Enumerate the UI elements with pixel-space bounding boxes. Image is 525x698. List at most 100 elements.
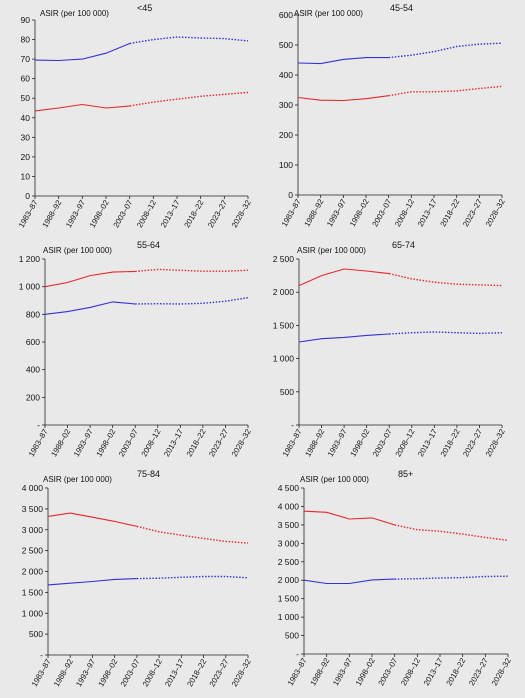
x-tick-label: 2023–27 <box>207 428 230 459</box>
x-tick-label: 1983–87 <box>27 428 50 459</box>
x-tick-label: 2028–32 <box>484 428 507 459</box>
series-line-observed-blue <box>303 578 395 585</box>
y-axis-label: ASIR (per 100 000) <box>294 9 363 18</box>
x-tick-label: 1993–97 <box>72 428 95 459</box>
series-line-observed-red <box>47 512 138 527</box>
y-tick-label: 2 500 <box>273 254 295 264</box>
x-tick-label: 2008–12 <box>393 198 416 229</box>
chart-panel-55-64: 55-64 ASIR (per 100 000) - 200 400 600 800 1 … <box>0 237 262 469</box>
series-line-projected-red <box>394 524 509 542</box>
x-tick-label: 2013–17 <box>159 199 182 230</box>
series-line-projected-red <box>389 272 503 287</box>
x-tick-label: 1998–02 <box>88 199 111 230</box>
x-tick-label: 1993–97 <box>64 199 87 230</box>
y-tick-label: 200 <box>279 130 293 140</box>
x-tick-label: 2013–17 <box>163 658 186 689</box>
series-line-observed-blue <box>298 333 390 343</box>
series-line-observed-red <box>297 95 389 102</box>
x-tick-label: 2008–12 <box>141 658 164 689</box>
x-tick-label: 2008–12 <box>135 199 158 230</box>
y-tick-label: 1 500 <box>22 587 44 597</box>
x-tick-label: 2018–22 <box>444 657 467 688</box>
x-tick-label: 2013–17 <box>416 428 439 459</box>
y-tick-label: 0 <box>288 190 293 200</box>
series-line-projected-blue <box>394 575 509 580</box>
x-tick-label: 2008–12 <box>140 428 163 459</box>
x-tick-label: 1983–87 <box>30 658 53 689</box>
x-tick-label: 1998–02 <box>348 428 371 459</box>
x-tick-label: 1993–97 <box>74 658 97 689</box>
series-line-projected-red <box>135 268 249 273</box>
x-tick-label: 1998–02 <box>94 428 117 459</box>
x-tick-label: 2023–27 <box>206 198 229 229</box>
x-tick-label: 1993–97 <box>331 657 354 688</box>
y-tick-label: 200 <box>26 392 40 402</box>
x-tick-label: 1998–02 <box>96 658 119 689</box>
y-tick-label: 600 <box>26 337 40 347</box>
y-tick-label: - <box>40 650 43 660</box>
chart-title: <45 <box>137 3 153 13</box>
series-line-observed-red <box>44 270 136 288</box>
x-tick-label: 1988–92 <box>308 657 331 688</box>
y-axis-label: ASIR (per 100 000) <box>297 246 366 255</box>
series-line-projected-blue <box>135 297 249 305</box>
x-tick-label: 2003–07 <box>371 428 394 459</box>
series-line-observed-red <box>298 268 390 287</box>
series-line-projected-red <box>129 91 249 107</box>
x-tick-label: 2003–07 <box>370 198 393 229</box>
y-tick-label: 400 <box>279 70 293 80</box>
x-tick-label: 2018–22 <box>182 199 205 230</box>
x-tick-label: 1983–87 <box>280 198 303 229</box>
y-tick-label: 500 <box>29 629 43 639</box>
series-line-observed-blue <box>47 578 137 586</box>
y-tick-label: 60 <box>21 74 31 84</box>
y-tick-label: 90 <box>21 15 31 25</box>
series-line-observed-red <box>34 103 130 112</box>
series-line-observed-blue <box>297 57 389 65</box>
y-tick-label: 3 000 <box>22 525 44 535</box>
series-line-projected-blue <box>129 36 249 45</box>
y-tick-label: 1 000 <box>22 608 44 618</box>
x-tick-label: 1993–97 <box>325 198 348 229</box>
x-tick-label: 2028–32 <box>490 657 513 688</box>
chart-svg: 0 10 20 30 40 50 60 70 80 90 1983–87 1988–92 1993–97… <box>17 15 253 230</box>
x-tick-label: 1988–92 <box>40 199 63 230</box>
x-tick-label: 2028–32 <box>484 198 507 229</box>
y-tick-label: - <box>296 649 299 659</box>
y-tick-label: 600 <box>279 10 293 20</box>
y-tick-label: 1 000 <box>19 282 41 292</box>
y-tick-label: 10 <box>21 171 31 181</box>
series-line-observed-blue <box>44 301 136 315</box>
y-tick-label: 80 <box>21 35 31 45</box>
y-tick-label: 400 <box>26 365 40 375</box>
y-tick-label: 40 <box>21 113 31 123</box>
y-axis-label: ASIR (per 100 000) <box>43 475 112 484</box>
x-tick-label: 1983–87 <box>286 657 309 688</box>
x-tick-label: 2003–07 <box>119 658 142 689</box>
y-tick-label: 2 000 <box>22 567 44 577</box>
x-tick-label: 1998–02 <box>354 657 377 688</box>
x-tick-label: 2013–17 <box>422 657 445 688</box>
series-line-projected-blue <box>388 42 503 59</box>
chart-title: 85+ <box>398 469 414 479</box>
x-tick-label: 1988–92 <box>303 428 326 459</box>
y-axis-label: ASIR (per 100 000) <box>40 9 109 18</box>
y-tick-label: 100 <box>279 160 293 170</box>
series-line-projected-blue <box>389 331 503 335</box>
x-tick-label: 2023–27 <box>461 428 484 459</box>
y-tick-label: 2 500 <box>278 557 300 567</box>
y-tick-label: - <box>37 420 40 430</box>
x-tick-label: 2028–32 <box>230 658 253 689</box>
y-tick-label: 1 500 <box>278 594 300 604</box>
series-line-projected-blue <box>136 575 249 580</box>
x-tick-label: 1988–92 <box>52 658 75 689</box>
chart-title: 75-84 <box>137 469 161 479</box>
x-tick-label: 2023–27 <box>208 658 231 689</box>
y-tick-label: 4 000 <box>22 483 44 493</box>
x-tick-label: 2023–27 <box>467 657 490 688</box>
chart-title: 55-64 <box>137 240 161 250</box>
y-tick-label: 4 500 <box>278 483 300 493</box>
